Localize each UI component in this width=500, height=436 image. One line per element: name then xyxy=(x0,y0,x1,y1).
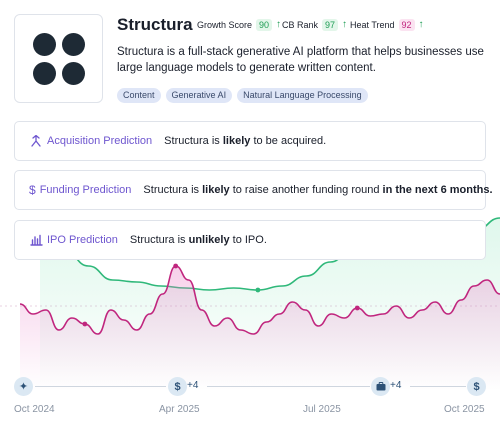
company-description: Structura is a full-stack generative AI … xyxy=(117,46,484,74)
prediction-text: Structura is unlikely to IPO. xyxy=(129,234,267,246)
arrow-up-icon: ↑ xyxy=(342,19,348,30)
bar-chart-icon xyxy=(29,233,43,247)
metric-value: 90 xyxy=(256,19,273,31)
metric-label: CB Rank xyxy=(282,20,319,30)
metric-label: Growth Score xyxy=(197,20,253,30)
tag-generative-ai[interactable]: Generative AI xyxy=(165,88,233,103)
timeline-label: Jul 2025 xyxy=(303,404,341,415)
prediction-title: IPO Prediction xyxy=(47,234,118,246)
metric-value: 92 xyxy=(398,19,415,31)
dollar-icon[interactable]: $ xyxy=(467,377,486,396)
acquisition-prediction-card[interactable]: Acquisition Prediction Structura is like… xyxy=(14,121,486,161)
timeline-track xyxy=(410,386,466,387)
prediction-text: Structura is likely to be acquired. xyxy=(164,135,327,147)
logo-dot xyxy=(62,33,85,56)
event-count[interactable]: +4 xyxy=(187,380,199,391)
dollar-icon: $ xyxy=(29,183,36,197)
metric-growth-score[interactable]: Growth Score 90 ↑ xyxy=(197,19,281,31)
briefcase-icon[interactable] xyxy=(371,377,390,396)
timeline-label: Oct 2025 xyxy=(444,404,485,415)
series-point xyxy=(255,287,261,293)
funding-prediction-card[interactable]: $ Funding Prediction Structura is likely… xyxy=(14,170,493,210)
company-name: Structura xyxy=(117,15,193,34)
series-point xyxy=(82,321,88,327)
prediction-title: Funding Prediction xyxy=(39,184,132,196)
logo-dot xyxy=(33,33,56,56)
heat-series xyxy=(19,263,500,390)
series-point xyxy=(173,263,179,269)
timeline-label: Apr 2025 xyxy=(159,404,200,415)
tag-list: Content Generative AI Natural Language P… xyxy=(117,88,368,103)
series-point xyxy=(354,305,360,311)
series-line xyxy=(19,265,500,335)
metric-label: Heat Trend xyxy=(350,20,395,30)
arrow-up-icon: ↑ xyxy=(276,19,282,30)
tag-content[interactable]: Content xyxy=(117,88,161,103)
ipo-prediction-card[interactable]: IPO Prediction Structura is unlikely to … xyxy=(14,220,486,260)
timeline-track xyxy=(35,386,166,387)
metric-value: 97 xyxy=(322,19,339,31)
company-logo xyxy=(14,14,103,103)
background-trend-chart xyxy=(0,217,500,390)
dollar-icon[interactable]: $ xyxy=(168,377,187,396)
metric-cb-rank[interactable]: CB Rank 97 ↑ xyxy=(282,19,347,31)
sparkle-icon[interactable]: ✦ xyxy=(14,377,33,396)
metric-heat-trend[interactable]: Heat Trend 92 ↑ xyxy=(350,19,424,31)
merge-arrow-icon xyxy=(29,134,43,148)
event-count[interactable]: +4 xyxy=(390,380,402,391)
timeline-label: Oct 2024 xyxy=(14,404,55,415)
logo-dot xyxy=(62,62,85,85)
logo-dot xyxy=(33,62,56,85)
arrow-up-icon: ↑ xyxy=(418,19,424,30)
prediction-text: Structura is likely to raise another fun… xyxy=(143,184,493,196)
prediction-title: Acquisition Prediction xyxy=(47,135,153,147)
tag-nlp[interactable]: Natural Language Processing xyxy=(237,88,368,103)
timeline-track xyxy=(207,386,370,387)
